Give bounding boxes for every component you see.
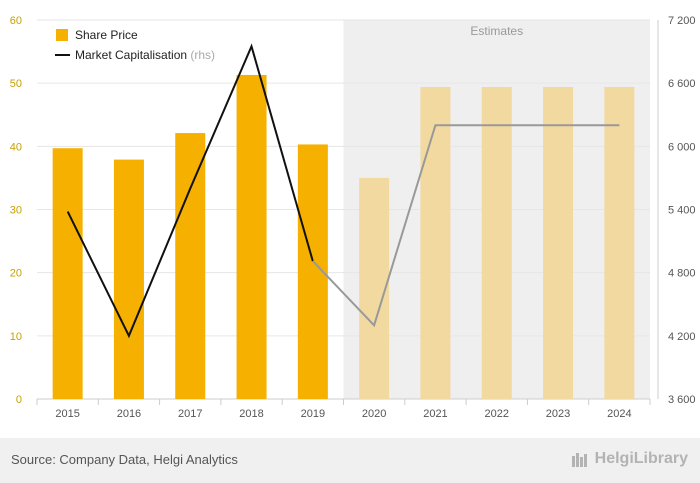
y-left-tick-label: 40 — [10, 141, 22, 153]
brand-logo[interactable]: HelgiLibrary — [571, 450, 688, 468]
source-note: Source: Company Data, Helgi Analytics — [11, 452, 238, 467]
x-tick-label: 2020 — [362, 408, 386, 420]
y-right-tick-label: 3 600 — [668, 394, 696, 406]
y-left-tick-label: 60 — [10, 15, 22, 27]
y-right-tick-label: 7 200 — [668, 15, 696, 27]
bar-share-price — [113, 159, 144, 399]
x-tick-label: 2016 — [117, 408, 141, 420]
y-left-tick-label: 0 — [16, 394, 22, 406]
y-right-tick-label: 4 800 — [668, 268, 696, 280]
legend-label-market-cap: Market Capitalisation (rhs) — [75, 48, 215, 62]
x-tick-label: 2017 — [178, 408, 202, 420]
x-tick-label: 2015 — [55, 408, 79, 420]
x-tick-label: 2024 — [607, 408, 631, 420]
legend-swatch-share-price — [56, 29, 68, 41]
estimates-label: Estimates — [470, 24, 523, 38]
y-right-tick-label: 4 200 — [668, 331, 696, 343]
x-tick-label: 2018 — [239, 408, 263, 420]
bar-share-price — [359, 177, 390, 399]
brand-name: HelgiLibrary — [594, 450, 688, 467]
bar-share-price — [604, 86, 635, 399]
bar-share-price — [481, 86, 512, 399]
x-tick-label: 2022 — [485, 408, 509, 420]
bar-share-price — [420, 86, 451, 399]
line-market-cap-actual — [66, 43, 314, 339]
x-tick-label: 2021 — [423, 408, 447, 420]
line-market-cap-estimate — [312, 124, 620, 328]
y-left-tick-label: 20 — [10, 268, 22, 280]
y-right-tick-label: 6 600 — [668, 78, 696, 90]
bar-share-price — [543, 86, 574, 399]
y-left-tick-label: 50 — [10, 78, 22, 90]
x-tick-label: 2019 — [301, 408, 325, 420]
legend-label-share-price: Share Price — [75, 28, 138, 42]
bar-share-price — [52, 148, 83, 399]
library-icon — [571, 453, 587, 467]
x-tick-label: 2023 — [546, 408, 570, 420]
bar-share-price — [175, 133, 206, 399]
y-right-tick-label: 5 400 — [668, 205, 696, 217]
bar-share-price — [236, 74, 267, 399]
y-right-tick-label: 6 000 — [668, 141, 696, 153]
bar-line-chart: Estimates 0 10 20 30 40 50 60 3 600 4 200 4 800 5 4… — [10, 15, 696, 420]
y-left-tick-label: 10 — [10, 331, 22, 343]
footer-bar — [0, 438, 700, 483]
y-left-tick-label: 30 — [10, 205, 22, 217]
